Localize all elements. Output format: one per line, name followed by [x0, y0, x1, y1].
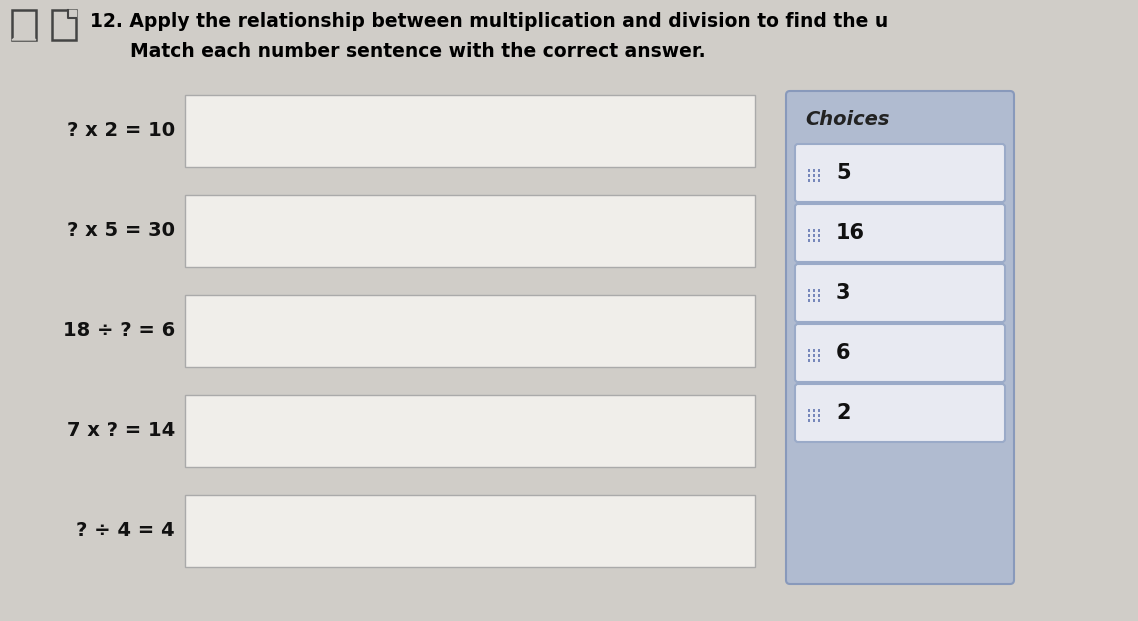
Bar [818, 175, 820, 177]
FancyBboxPatch shape [795, 144, 1005, 202]
Bar [808, 234, 810, 237]
Bar [813, 175, 816, 177]
Bar [813, 349, 816, 351]
FancyBboxPatch shape [795, 324, 1005, 382]
Bar [808, 409, 810, 412]
Bar [818, 229, 820, 232]
FancyBboxPatch shape [786, 91, 1014, 584]
Bar [52, 10, 76, 40]
Bar [808, 229, 810, 232]
Bar [813, 294, 816, 297]
Bar [818, 170, 820, 172]
Bar [813, 229, 816, 232]
Bar [808, 239, 810, 242]
Bar [813, 299, 816, 302]
Bar [185, 395, 754, 467]
Text: Match each number sentence with the correct answer.: Match each number sentence with the corr… [130, 42, 706, 61]
Text: ? ÷ 4 = 4: ? ÷ 4 = 4 [76, 522, 175, 540]
Bar [813, 234, 816, 237]
Bar [818, 289, 820, 292]
Bar [808, 299, 810, 302]
Bar [13, 10, 36, 40]
FancyBboxPatch shape [795, 384, 1005, 442]
Bar [808, 175, 810, 177]
Polygon shape [68, 10, 76, 18]
FancyBboxPatch shape [795, 204, 1005, 262]
Bar [813, 239, 816, 242]
Bar [813, 409, 816, 412]
Polygon shape [13, 31, 36, 40]
Bar [808, 179, 810, 182]
Bar [808, 354, 810, 356]
Bar [813, 170, 816, 172]
Bar [808, 170, 810, 172]
Text: 16: 16 [836, 223, 865, 243]
Bar [185, 195, 754, 267]
Bar [813, 354, 816, 356]
Text: 5: 5 [836, 163, 850, 183]
Text: ? x 5 = 30: ? x 5 = 30 [67, 222, 175, 240]
Bar [818, 234, 820, 237]
Bar [808, 289, 810, 292]
Bar [818, 349, 820, 351]
Bar [808, 419, 810, 422]
Text: 3: 3 [836, 283, 850, 303]
Bar [813, 289, 816, 292]
Bar [808, 349, 810, 351]
Bar [813, 179, 816, 182]
Text: 18 ÷ ? = 6: 18 ÷ ? = 6 [63, 322, 175, 340]
Text: 12. Apply the relationship between multiplication and division to find the u: 12. Apply the relationship between multi… [90, 12, 889, 31]
Bar [818, 299, 820, 302]
Bar [185, 95, 754, 167]
Bar [818, 239, 820, 242]
Text: 2: 2 [836, 403, 850, 423]
Bar [813, 419, 816, 422]
Bar [818, 414, 820, 417]
Bar [813, 414, 816, 417]
Bar [818, 419, 820, 422]
Bar [185, 295, 754, 367]
Bar [813, 360, 816, 362]
Text: ? x 2 = 10: ? x 2 = 10 [67, 122, 175, 140]
Bar [818, 179, 820, 182]
Text: Choices: Choices [805, 110, 890, 129]
Bar [818, 354, 820, 356]
Bar [818, 294, 820, 297]
FancyBboxPatch shape [795, 264, 1005, 322]
Bar [808, 294, 810, 297]
Bar [185, 495, 754, 567]
Bar [818, 409, 820, 412]
Text: 7 x ? = 14: 7 x ? = 14 [67, 422, 175, 440]
Bar [818, 360, 820, 362]
Text: 6: 6 [836, 343, 850, 363]
Bar [808, 360, 810, 362]
Bar [808, 414, 810, 417]
